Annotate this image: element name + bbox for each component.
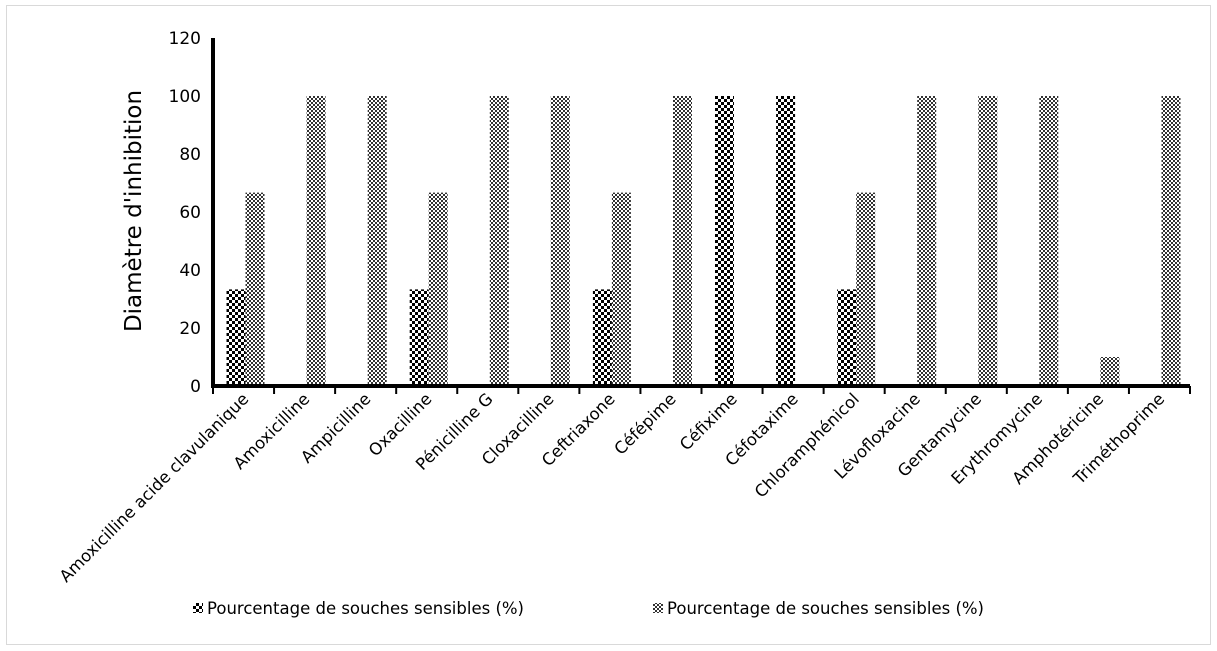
bar-series-2-0 [245,192,265,386]
x-category-labels: Amoxicilline acide clavulaniqueAmoxicill… [56,389,1169,586]
legend-label-series-2: Pourcentage de souches sensibles (%) [667,599,984,618]
bar-series-2-4 [489,96,509,386]
y-tick-label: 0 [190,377,201,397]
bar-series-2-2 [367,96,387,386]
bar-series-2-5 [550,96,570,386]
y-tick-labels: 0 20 40 60 80 100 120 [169,29,201,397]
bar-series-2-15 [1161,96,1181,386]
bar-series-2-11 [917,96,937,386]
y-tick-label: 60 [179,203,201,223]
bar-series-1-0 [226,289,246,386]
bar-series-2-3 [428,192,448,386]
y-tick-label: 80 [179,145,201,165]
bar-series-1-8 [715,96,734,386]
x-tick-label: Céfixime [676,389,741,454]
legend: Pourcentage de souches sensibles (%) Pou… [193,599,984,618]
legend-label-series-1: Pourcentage de souches sensibles (%) [207,599,524,618]
bar-series-2-10 [856,192,876,386]
bar-series-1-3 [409,289,429,386]
y-tick-label: 40 [179,261,201,281]
bars-layer [226,96,1181,386]
legend-swatch-series-1 [193,603,203,613]
y-tick-label: 120 [169,29,201,49]
bar-series-2-12 [978,96,998,386]
y-tick-label: 20 [179,319,201,339]
bar-series-2-14 [1100,357,1120,386]
legend-swatch-series-2 [653,603,663,613]
x-tick-label: Céfépime [611,389,680,458]
bar-series-1-6 [592,289,612,386]
y-axis-title: Diamètre d'inhibition [121,90,147,332]
x-tick-label: Chloramphénicol [751,389,863,501]
bar-series-2-1 [306,96,326,386]
bar-chart: 0 20 40 60 80 100 120 Amoxicilline acide clavu… [56,29,1191,618]
bar-series-2-6 [611,192,631,386]
axes-layer [211,38,1191,394]
bar-series-1-10 [837,289,857,386]
bar-series-2-13 [1039,96,1059,386]
chart-frame: 0 20 40 60 80 100 120 Amoxicilline acide clavu… [6,5,1211,645]
x-tick-label: Amoxicilline acide clavulanique [56,389,253,586]
y-tick-label: 100 [169,87,201,107]
bar-series-2-7 [673,96,692,386]
bar-series-1-9 [776,96,796,386]
